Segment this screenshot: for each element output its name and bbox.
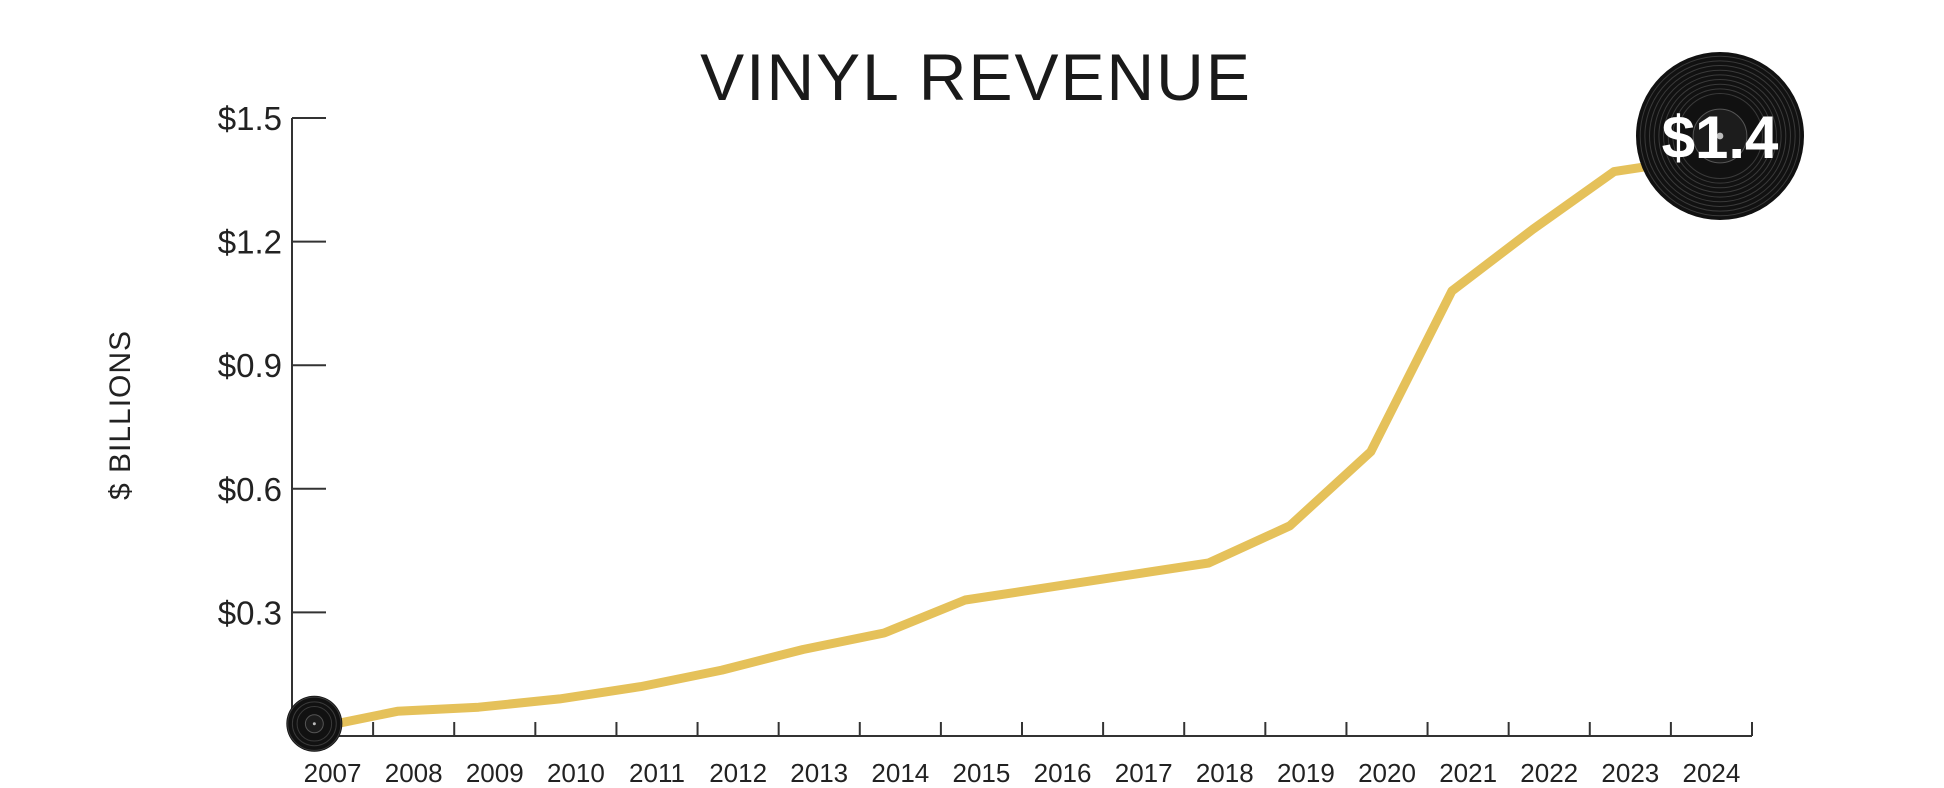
record-groove — [296, 705, 333, 742]
axes: $0.3 $0.6 $0.9 $1.2 $1.5 2007 2008 2009 2010 2011… — [218, 100, 1753, 788]
y-tick-label: $0.3 — [218, 594, 282, 631]
series-line — [311, 154, 1700, 733]
y-tick-label: $1.5 — [218, 100, 282, 137]
y-tick-label: $0.9 — [218, 347, 282, 384]
chart-title: VINYL REVENUE — [700, 40, 1252, 114]
x-tick-label: 2016 — [1034, 758, 1092, 788]
x-tick-label: 2015 — [953, 758, 1011, 788]
x-tick-label: 2020 — [1358, 758, 1416, 788]
x-tick-label: 2008 — [385, 758, 443, 788]
markers-layer: $1.4 — [286, 52, 1804, 752]
end-record-icon — [1636, 52, 1804, 220]
record-groove — [1639, 55, 1801, 217]
x-tick-label: 2014 — [871, 758, 929, 788]
record-groove — [291, 701, 337, 747]
record-groove — [287, 696, 342, 751]
record-groove — [1677, 93, 1763, 179]
record-groove — [1644, 60, 1796, 212]
record-groove — [1658, 74, 1782, 198]
x-tick-label: 2011 — [629, 758, 685, 788]
x-tick-label: 2009 — [466, 758, 524, 788]
record-hole — [312, 722, 316, 726]
series-layer — [311, 154, 1700, 733]
x-tick-label: 2010 — [547, 758, 605, 788]
x-tick-label: 2017 — [1115, 758, 1173, 788]
y-tick-label: $0.6 — [218, 471, 282, 508]
x-tick-label: 2023 — [1601, 758, 1659, 788]
x-tick-label: 2012 — [709, 758, 767, 788]
end-value-label: $1.4 — [1662, 104, 1779, 171]
y-axis-label: $ BILLIONS — [104, 330, 137, 500]
start-record-icon — [286, 695, 343, 752]
record-groove — [1663, 79, 1777, 193]
record-groove — [1649, 65, 1791, 207]
x-tick-label: 2024 — [1683, 758, 1741, 788]
x-tick-label: 2022 — [1520, 758, 1578, 788]
x-tick-label: 2007 — [304, 758, 362, 788]
record-groove — [1653, 69, 1787, 203]
x-tick-label: 2013 — [790, 758, 848, 788]
record-groove — [1667, 83, 1773, 189]
record-groove — [1672, 88, 1768, 184]
y-tick-label: $1.2 — [218, 224, 282, 261]
x-tick-label: 2019 — [1277, 758, 1335, 788]
x-tick-label: 2021 — [1439, 758, 1497, 788]
record-hole — [1716, 132, 1724, 140]
x-tick-label: 2018 — [1196, 758, 1254, 788]
